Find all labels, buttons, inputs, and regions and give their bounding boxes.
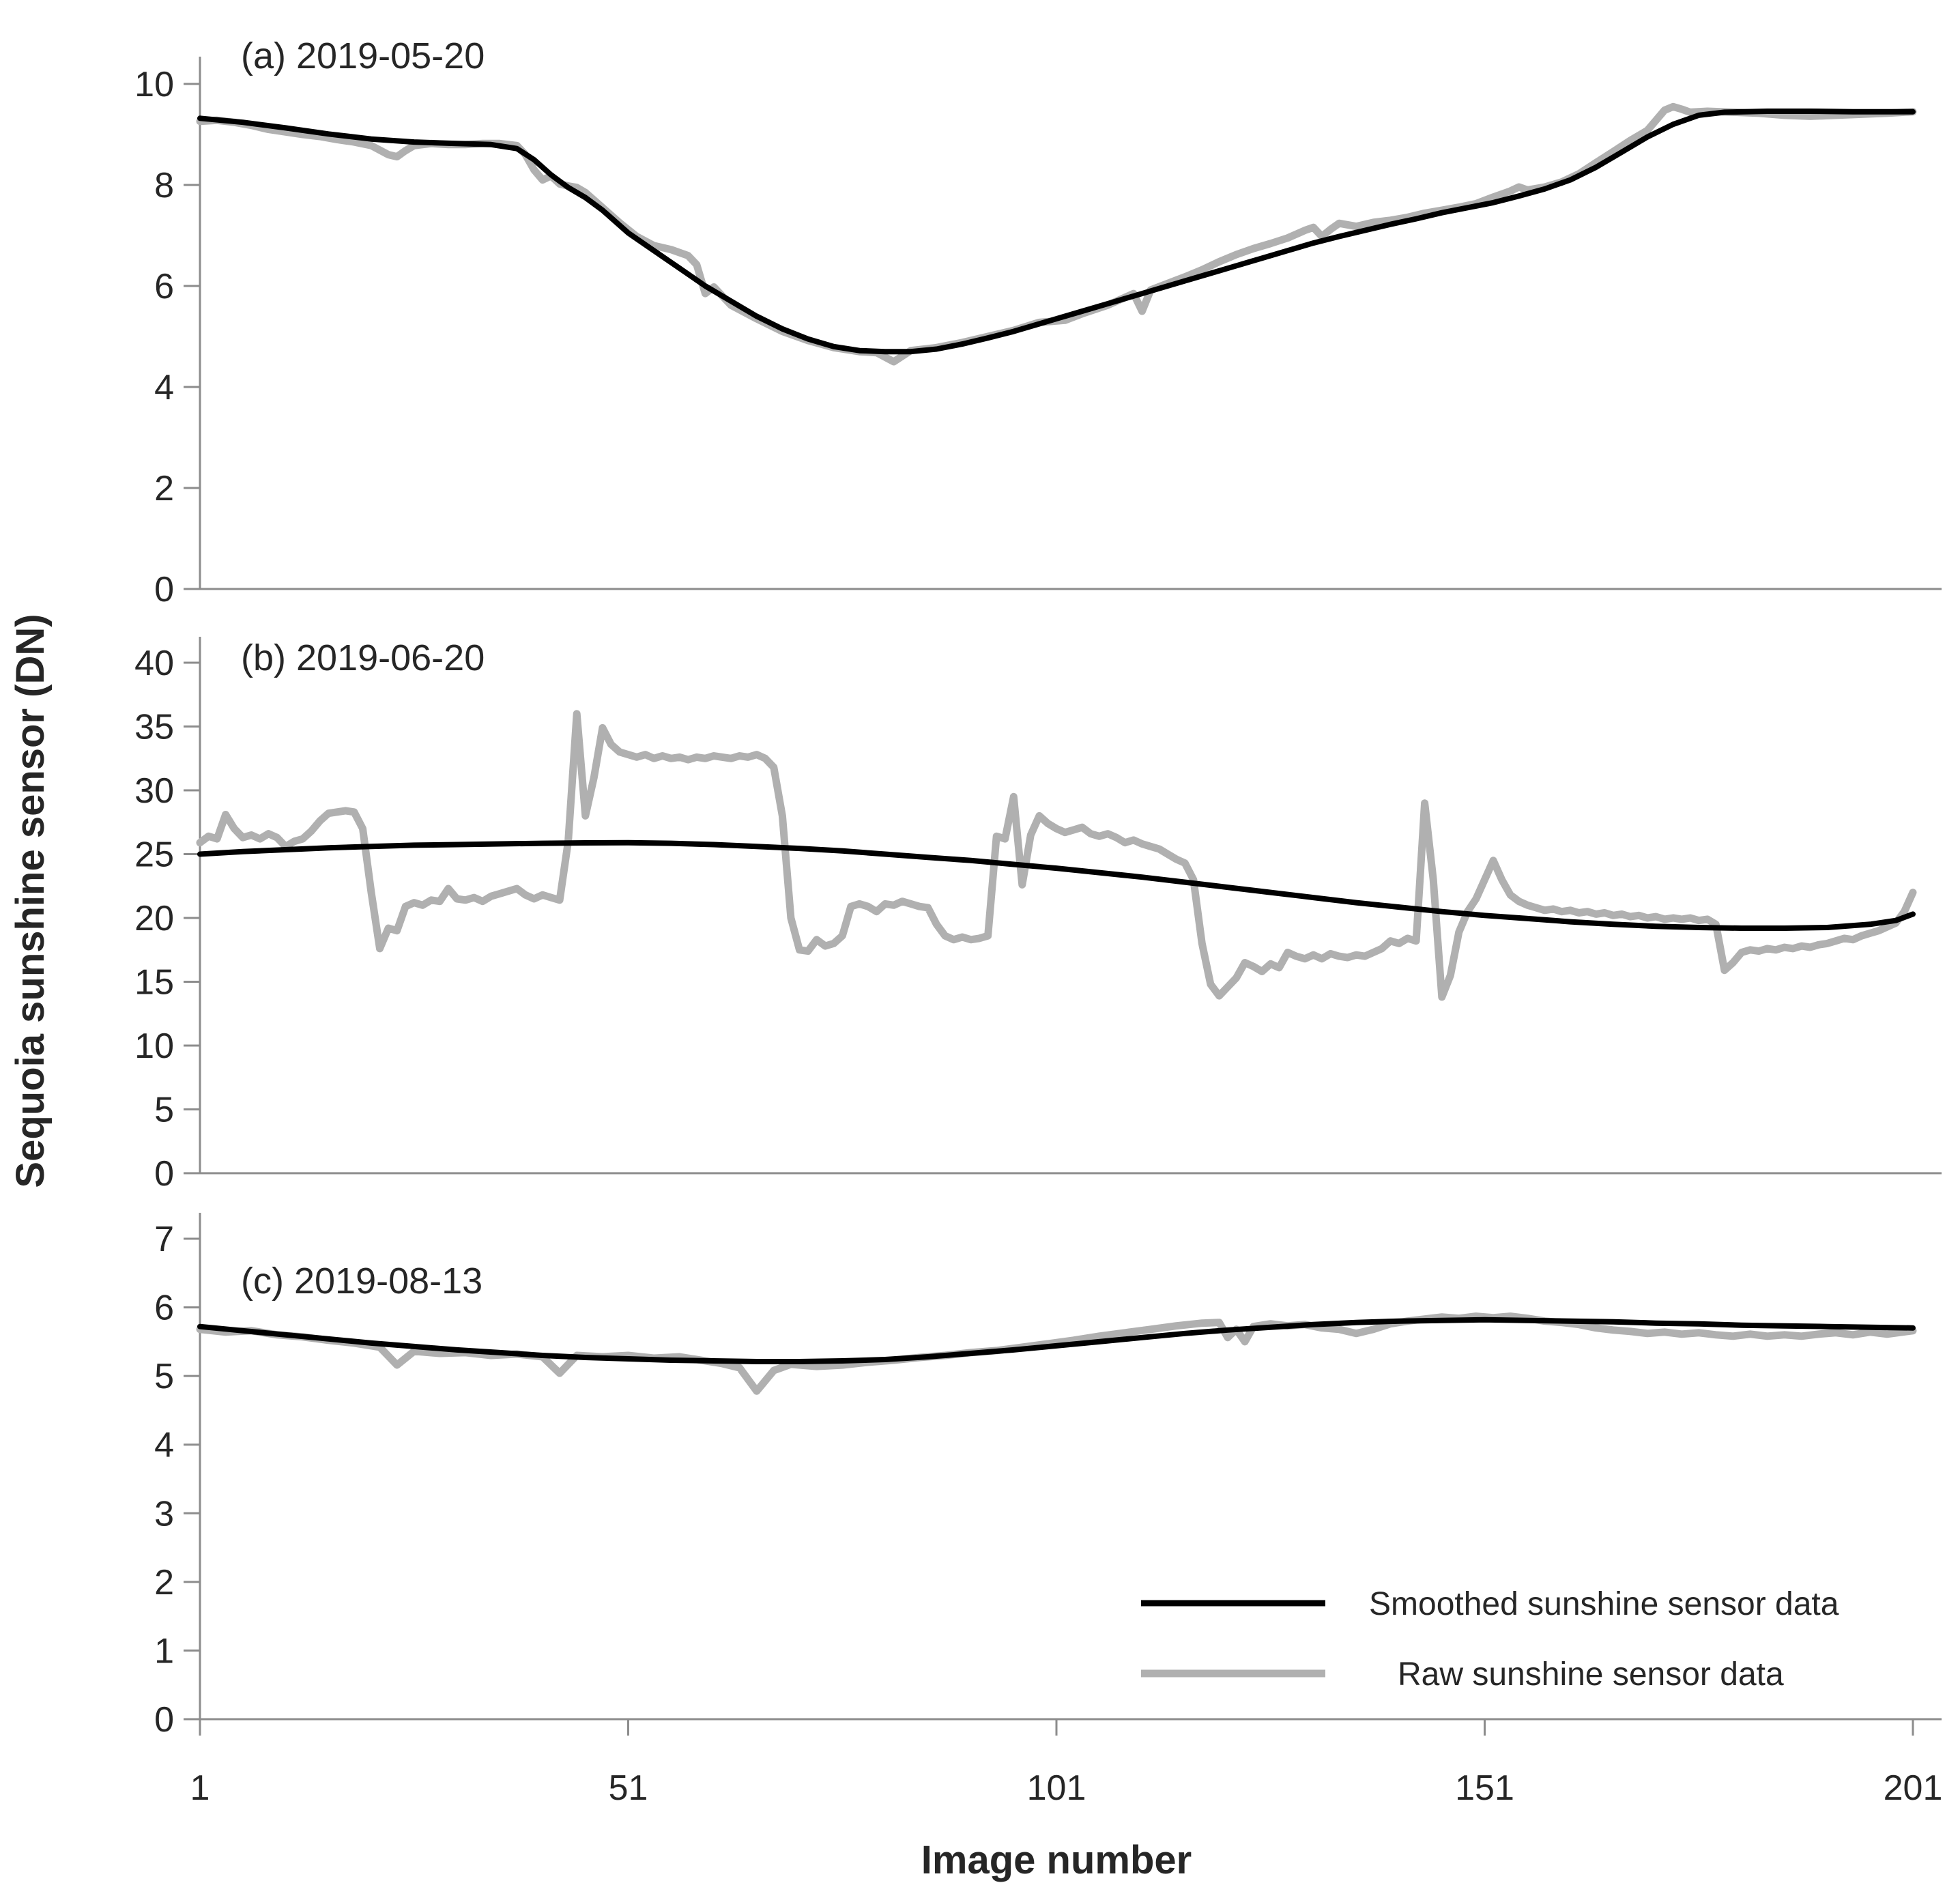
series-smoothed-c: [197, 1317, 1916, 1364]
x-tick-label: 101: [1027, 1768, 1086, 1808]
panel-a: 0 2 4 6 8 10 (a) 2019-05-20: [134, 35, 1942, 609]
y-tick-label: 35: [134, 708, 174, 747]
y-tick-label: 25: [134, 835, 174, 875]
y-tick-label: 7: [154, 1220, 174, 1259]
x-axis-title: Image number: [921, 1838, 1192, 1882]
y-tick-label: 40: [134, 644, 174, 683]
x-tick-label: 201: [1884, 1768, 1943, 1808]
y-tick-label: 10: [134, 65, 174, 104]
legend: Smoothed sunshine sensor data Raw sunshi…: [1141, 1586, 1839, 1693]
legend-smoothed-label: Smoothed sunshine sensor data: [1369, 1586, 1839, 1622]
panel-c-axes: 0 1 2 3 4 5 6 7: [154, 1213, 1942, 1740]
x-tick-label: 151: [1455, 1768, 1514, 1808]
y-tick-label: 2: [154, 469, 174, 508]
panel-b-axes: 0 5 10 15 20 25 30 35 40: [134, 637, 1942, 1194]
y-tick-label: 5: [154, 1357, 174, 1396]
y-tick-label: 0: [154, 1154, 174, 1194]
y-tick-label: 10: [134, 1026, 174, 1066]
panel-a-axes: 0 2 4 6 8 10: [134, 57, 1942, 609]
x-tick-label: 1: [190, 1768, 210, 1808]
series-smoothed-b: [197, 839, 1916, 931]
y-tick-label: 4: [154, 368, 174, 407]
x-axis-ticks: 1 51 101 151 201: [190, 1719, 1943, 1808]
panel-b-title: (b) 2019-06-20: [241, 637, 485, 678]
panel-c: 0 1 2 3 4 5 6 7 (c) 2019-08-13: [154, 1213, 1942, 1740]
series-smoothed-a: [197, 109, 1916, 355]
y-tick-label: 8: [154, 166, 174, 205]
y-tick-label: 0: [154, 1700, 174, 1740]
y-tick-label: 20: [134, 899, 174, 938]
x-tick-label: 51: [609, 1768, 648, 1808]
legend-raw-label: Raw sunshine sensor data: [1398, 1656, 1784, 1693]
y-tick-label: 3: [154, 1494, 174, 1534]
y-tick-label: 4: [154, 1426, 174, 1465]
series-raw-b: [196, 710, 1917, 1001]
panel-b: 0 5 10 15 20 25 30 35 40 (b) 2019-06-20: [134, 637, 1942, 1194]
y-tick-label: 15: [134, 963, 174, 1003]
y-tick-label: 1: [154, 1631, 174, 1671]
panel-a-title: (a) 2019-05-20: [241, 35, 485, 76]
y-axis-title: Sequoia sunshine sensor (DN): [8, 614, 53, 1188]
y-tick-label: 6: [154, 267, 174, 306]
panel-c-series: [196, 1312, 1917, 1395]
y-tick-label: 30: [134, 771, 174, 811]
panel-b-series: [196, 710, 1917, 1001]
series-raw-c: [196, 1312, 1917, 1395]
panel-a-series: [196, 102, 1917, 366]
y-tick-label: 2: [154, 1563, 174, 1602]
y-tick-label: 5: [154, 1091, 174, 1130]
y-tick-label: 0: [154, 570, 174, 609]
panel-c-title: (c) 2019-08-13: [241, 1261, 482, 1302]
y-tick-label: 6: [154, 1289, 174, 1328]
